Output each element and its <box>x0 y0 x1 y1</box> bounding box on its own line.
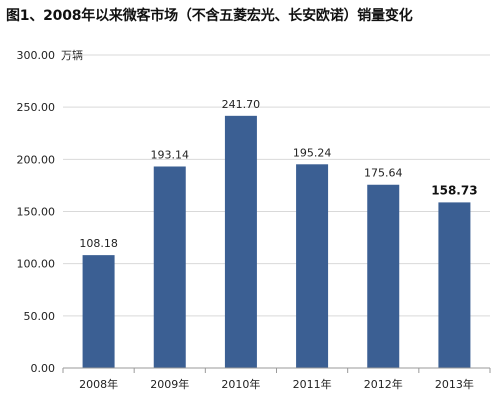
bar <box>153 166 186 368</box>
y-tick-label: 300.00 <box>17 49 56 62</box>
x-tick-label: 2013年 <box>435 377 474 391</box>
data-label: 241.70 <box>222 98 261 111</box>
chart-title: 图1、2008年以来微客市场（不含五菱宏光、长安欧诺）销量变化 <box>6 8 413 24</box>
data-label: 108.18 <box>79 237 118 250</box>
x-tick-label: 2008年 <box>79 377 118 391</box>
x-tick-label: 2009年 <box>150 377 189 391</box>
x-tick-label: 2012年 <box>364 377 403 391</box>
y-tick-label: 50.00 <box>24 310 56 323</box>
y-tick-label: 0.00 <box>31 362 56 375</box>
x-tick-label: 2011年 <box>293 377 332 391</box>
y-tick-label: 250.00 <box>17 101 56 114</box>
y-tick-label: 100.00 <box>17 258 56 271</box>
bar <box>438 202 471 368</box>
data-label: 195.24 <box>293 146 332 159</box>
bar <box>296 164 329 368</box>
data-label: 175.64 <box>364 167 403 180</box>
y-tick-label: 150.00 <box>17 206 56 219</box>
data-label: 193.14 <box>151 148 190 161</box>
bar <box>367 184 400 368</box>
bar <box>82 255 115 368</box>
bar <box>224 115 257 369</box>
y-tick-label: 200.00 <box>17 153 56 166</box>
x-tick-label: 2010年 <box>221 377 260 391</box>
data-label: 158.73 <box>431 183 477 197</box>
